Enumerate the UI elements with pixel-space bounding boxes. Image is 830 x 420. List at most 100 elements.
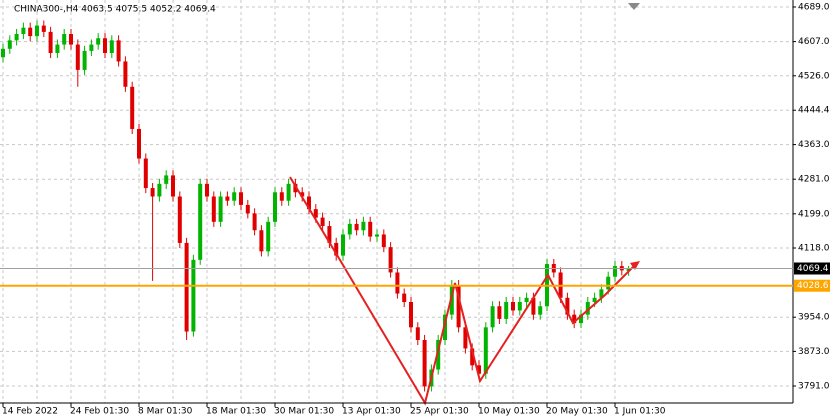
x-tick-label: 1 Jun 01:30 bbox=[614, 407, 666, 417]
candle-body bbox=[62, 34, 67, 45]
shift-marker bbox=[628, 3, 640, 10]
y-tick-label: 4118.0 bbox=[798, 243, 830, 253]
x-tick-label: 30 Mar 01:30 bbox=[274, 407, 334, 417]
x-tick-label: 14 Feb 2022 bbox=[2, 407, 58, 417]
candle-body bbox=[198, 183, 203, 260]
x-tick-label: 24 Feb 01:30 bbox=[70, 407, 129, 417]
candle-body bbox=[592, 297, 597, 303]
x-tick-label: 25 Apr 01:30 bbox=[410, 407, 469, 417]
candle-body bbox=[585, 302, 590, 315]
y-tick-label: 4281.0 bbox=[798, 175, 830, 185]
candle-body bbox=[443, 314, 447, 340]
candle-body bbox=[313, 209, 318, 218]
last-price-label: 4069.4 bbox=[797, 264, 829, 274]
candle-body bbox=[21, 27, 26, 35]
candle-body bbox=[143, 158, 148, 189]
y-tick-label: 4199.0 bbox=[798, 209, 830, 219]
y-tick-label: 4363.0 bbox=[798, 140, 830, 150]
y-tick-label: 4526.0 bbox=[798, 71, 830, 81]
candle-body bbox=[205, 183, 209, 197]
candle-body bbox=[218, 196, 223, 222]
candle-body bbox=[252, 213, 257, 231]
candle-body bbox=[55, 44, 60, 54]
candle-body bbox=[184, 242, 189, 332]
candle-body bbox=[463, 327, 468, 349]
candle-body bbox=[130, 86, 135, 129]
candle-body bbox=[599, 289, 604, 298]
candle-body bbox=[82, 50, 87, 70]
candle-body bbox=[511, 302, 515, 311]
candle-body bbox=[75, 44, 80, 70]
candle-body bbox=[191, 259, 196, 332]
candle-body bbox=[164, 175, 169, 184]
candle-body bbox=[89, 44, 94, 51]
candle-body bbox=[96, 38, 101, 45]
chart-title: CHINA300-,H4 4063.5 4075.5 4052.2 4069.4 bbox=[14, 5, 216, 15]
candle-body bbox=[109, 40, 114, 54]
candle-body bbox=[28, 27, 33, 37]
x-tick-label: 18 Mar 01:30 bbox=[206, 407, 266, 417]
candle-body bbox=[279, 192, 284, 201]
candle-body bbox=[232, 192, 237, 201]
candle-body bbox=[375, 234, 379, 237]
y-tick-label: 4444.4 bbox=[798, 106, 830, 116]
candle-body bbox=[415, 327, 420, 340]
candle-body bbox=[245, 204, 250, 214]
candle-body bbox=[239, 192, 243, 205]
candle-body bbox=[436, 339, 441, 370]
candle-body bbox=[116, 40, 121, 62]
candle-body bbox=[157, 183, 162, 197]
candle-body bbox=[103, 38, 107, 54]
candle-body bbox=[504, 302, 509, 319]
level-label-box bbox=[794, 279, 830, 292]
candle-body bbox=[497, 306, 502, 319]
candle-body bbox=[320, 217, 325, 227]
candle-body bbox=[35, 25, 39, 37]
arrow-head bbox=[630, 261, 640, 270]
candle-body bbox=[368, 221, 373, 237]
candle-body bbox=[538, 306, 543, 315]
candle-body bbox=[123, 61, 128, 87]
candle-body bbox=[273, 192, 277, 222]
candle-body bbox=[409, 302, 413, 328]
candle-body bbox=[171, 175, 175, 197]
candle-body bbox=[613, 266, 617, 277]
candle-body bbox=[402, 293, 407, 303]
level-label: 4028.6 bbox=[797, 281, 829, 291]
x-tick-label: 8 Mar 01:30 bbox=[138, 407, 193, 417]
candle-body bbox=[361, 221, 366, 231]
y-tick-label: 4689.0 bbox=[798, 3, 830, 13]
candle-body bbox=[572, 314, 577, 324]
x-tick-label: 20 May 01:30 bbox=[546, 407, 608, 417]
candle-body bbox=[150, 188, 155, 197]
candle-body bbox=[422, 339, 427, 387]
candle-body bbox=[395, 272, 400, 294]
candle-body bbox=[579, 314, 583, 324]
y-tick-label: 3954.0 bbox=[798, 313, 830, 323]
candle-body bbox=[41, 25, 46, 32]
candle-body bbox=[307, 196, 311, 210]
candle-body bbox=[7, 40, 12, 49]
candle-body bbox=[388, 247, 393, 273]
candle-body bbox=[177, 196, 182, 243]
trend-zigzag bbox=[289, 176, 637, 406]
candle-body bbox=[354, 223, 359, 231]
candle-body bbox=[211, 196, 216, 222]
candle-body bbox=[266, 221, 271, 252]
candle-body bbox=[517, 302, 522, 311]
candle-body bbox=[69, 34, 73, 45]
candle-body bbox=[565, 297, 570, 315]
y-tick-label: 3791.0 bbox=[798, 381, 830, 391]
candle-body bbox=[334, 242, 339, 256]
candle-body bbox=[293, 183, 298, 193]
candle-body bbox=[225, 196, 230, 201]
y-tick-label: 4607.0 bbox=[798, 37, 830, 47]
candle-body bbox=[381, 234, 386, 248]
grid bbox=[0, 0, 793, 403]
x-tick-label: 10 May 01:30 bbox=[478, 407, 540, 417]
x-tick-label: 13 Apr 01:30 bbox=[342, 407, 401, 417]
candle-body bbox=[470, 348, 475, 366]
candle-body bbox=[477, 365, 481, 374]
